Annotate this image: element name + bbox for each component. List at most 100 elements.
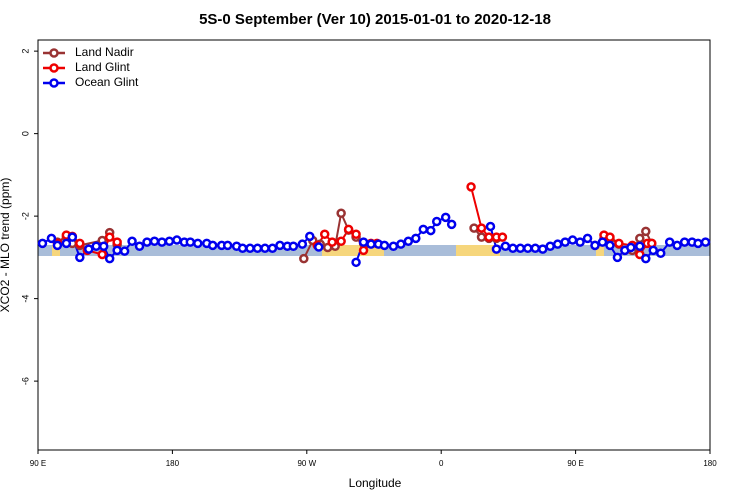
point — [664, 237, 675, 247]
point — [484, 232, 494, 242]
point — [403, 236, 414, 247]
point — [431, 216, 442, 227]
point — [537, 244, 548, 254]
point — [97, 249, 107, 260]
point — [157, 237, 167, 247]
point — [700, 237, 711, 247]
point — [288, 241, 299, 251]
x-tick-label: 180 — [703, 459, 717, 468]
point — [319, 229, 330, 240]
point — [75, 252, 85, 263]
point — [222, 240, 233, 251]
chart-title: 5S-0 September (Ver 10) 2015-01-01 to 20… — [199, 11, 551, 28]
point — [626, 242, 636, 253]
point — [597, 237, 608, 247]
legend-marker — [49, 78, 59, 88]
point — [605, 240, 615, 251]
point — [379, 240, 390, 251]
point — [693, 238, 703, 249]
point — [425, 225, 436, 236]
point — [411, 233, 421, 244]
point — [127, 236, 137, 247]
point — [252, 243, 263, 254]
point — [515, 243, 526, 254]
point — [466, 182, 476, 192]
point — [327, 237, 337, 247]
point — [418, 224, 429, 235]
point — [193, 238, 203, 249]
point — [590, 240, 600, 251]
y-tick-label: -6 — [20, 377, 30, 385]
x-axis-label: Longitude — [349, 476, 402, 490]
point — [351, 229, 361, 240]
point — [358, 245, 369, 256]
point — [299, 253, 309, 264]
point — [260, 243, 270, 254]
point — [560, 237, 570, 247]
x-tick-label: 90 W — [297, 459, 316, 468]
y-tick-label: -2 — [20, 212, 30, 220]
point — [545, 241, 555, 251]
point — [485, 221, 496, 232]
point — [112, 237, 122, 247]
point — [358, 237, 369, 247]
point — [582, 233, 593, 244]
land-band — [52, 245, 60, 256]
point — [523, 243, 533, 254]
point — [497, 232, 508, 242]
y-tick-label: 2 — [20, 49, 30, 54]
point — [476, 223, 487, 233]
point — [207, 240, 218, 251]
point — [476, 232, 487, 242]
point — [469, 223, 479, 233]
point — [612, 252, 623, 263]
legend-marker — [49, 48, 59, 58]
point — [336, 236, 346, 247]
y-tick-label: 0 — [20, 131, 30, 136]
point — [98, 241, 109, 251]
point — [366, 239, 376, 249]
point — [575, 237, 585, 247]
point — [104, 253, 115, 264]
point — [446, 219, 457, 230]
point — [104, 232, 115, 242]
y-axis-label: XCO2 - MLO trend (ppm) — [0, 178, 12, 313]
point — [648, 245, 659, 256]
point — [605, 232, 615, 242]
y-tick-label: -4 — [20, 295, 30, 303]
point — [641, 253, 651, 264]
point — [655, 248, 666, 258]
point — [500, 241, 511, 251]
point — [84, 244, 94, 254]
point — [351, 257, 361, 268]
point — [440, 212, 451, 223]
point — [142, 237, 152, 247]
point — [530, 243, 541, 254]
point — [635, 241, 645, 251]
point — [641, 226, 651, 237]
x-tick-label: 0 — [439, 459, 444, 468]
point — [635, 233, 645, 244]
legend-label: Ocean Glint — [75, 75, 139, 89]
point — [237, 243, 248, 254]
point — [134, 241, 145, 251]
point — [567, 235, 578, 245]
x-tick-label: 90 E — [567, 459, 583, 468]
point — [297, 239, 308, 249]
point — [552, 239, 563, 249]
x-tick-label: 180 — [166, 459, 180, 468]
plot-frame — [37, 39, 711, 451]
point — [305, 231, 315, 242]
point — [67, 232, 78, 242]
point — [164, 236, 175, 247]
point — [149, 236, 160, 247]
point — [75, 238, 85, 249]
legend-label: Land Nadir — [75, 45, 134, 59]
point — [119, 246, 130, 256]
point — [336, 208, 346, 218]
point — [172, 235, 182, 245]
point — [275, 240, 285, 251]
land-band — [322, 245, 384, 256]
point — [112, 245, 122, 256]
